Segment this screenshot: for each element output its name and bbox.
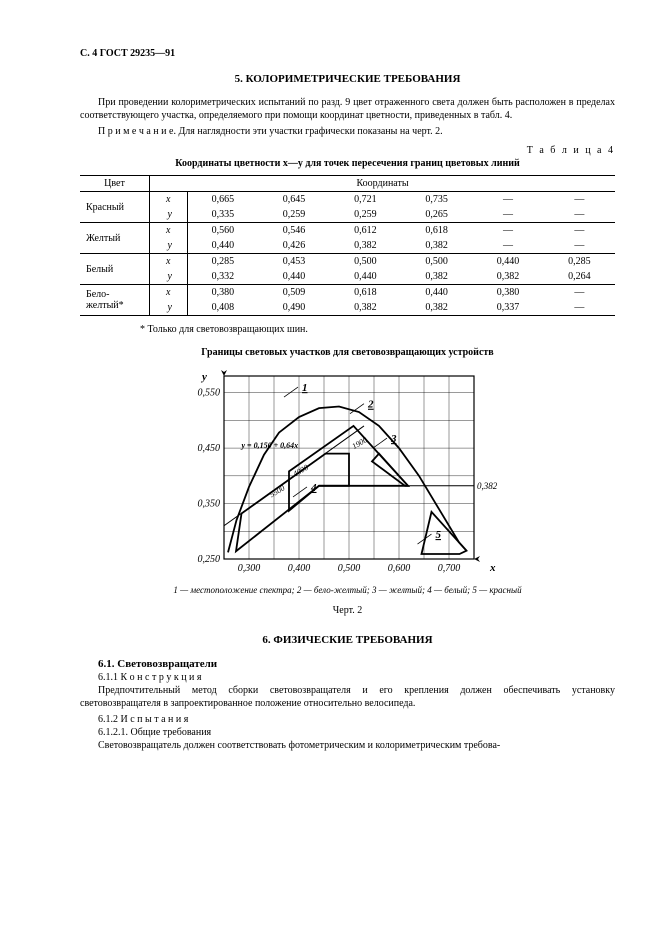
- section6-title: 6. ФИЗИЧЕСКИЕ ТРЕБОВАНИЯ: [80, 634, 615, 646]
- note-text: Для наглядности эти участки графически п…: [176, 126, 443, 137]
- svg-text:x: x: [489, 562, 496, 574]
- svg-text:3: 3: [390, 433, 397, 445]
- chart: 0,300 0,400 0,500 0,600 0,700 0,250 0,350 0,450…: [188, 364, 508, 579]
- svg-text:0,250: 0,250: [197, 554, 220, 565]
- table-footnote: * Только для световозвращающих шин.: [140, 324, 615, 335]
- svg-text:1900: 1900: [350, 435, 368, 451]
- coord-table: Цвет Координаты Красныйx0,6650,6450,7210…: [80, 175, 615, 316]
- s6-1-2-label: 6.1.2 И с п ы т а н и я: [80, 714, 615, 725]
- note-label: П р и м е ч а н и е.: [98, 126, 176, 137]
- svg-text:0,700: 0,700: [437, 563, 460, 574]
- para5-1: При проведении колориметрических испытан…: [80, 97, 615, 122]
- th-color: Цвет: [80, 176, 150, 192]
- svg-text:0,600: 0,600: [387, 563, 410, 574]
- svg-text:0,350: 0,350: [197, 499, 220, 510]
- s6-1-1-text: Предпочтительный метод сборки световозвр…: [80, 685, 615, 710]
- svg-text:5: 5: [435, 529, 441, 541]
- svg-text:y: y: [200, 371, 207, 383]
- s6-1-2-label-text: 6.1.2 И с п ы т а н и я: [98, 714, 188, 725]
- svg-text:0,382: 0,382: [477, 481, 498, 491]
- svg-text:0,500: 0,500: [337, 563, 360, 574]
- svg-text:0,550: 0,550: [197, 388, 220, 399]
- chart-legend: 1 — местоположение спектра; 2 — бело-жел…: [80, 585, 615, 595]
- svg-text:0,300: 0,300: [237, 563, 260, 574]
- section5-title: 5. КОЛОРИМЕТРИЧЕСКИЕ ТРЕБОВАНИЯ: [80, 73, 615, 85]
- figure-number: Черт. 2: [80, 605, 615, 616]
- s6-1-1-label-text: 6.1.1 К о н с т р у к ц и я: [98, 672, 202, 683]
- svg-text:0,400: 0,400: [287, 563, 310, 574]
- table-title: Координаты цветности x—y для точек перес…: [80, 158, 615, 169]
- svg-text:5500: 5500: [268, 483, 286, 499]
- s6-1-2-1: 6.1.2.1. Общие требования: [80, 727, 615, 738]
- svg-text:2: 2: [367, 399, 374, 411]
- page-header: С. 4 ГОСТ 29235—91: [80, 48, 615, 59]
- svg-text:1: 1: [302, 382, 308, 394]
- svg-text:4: 4: [310, 482, 317, 494]
- figure-title: Границы световых участков для световозвр…: [80, 347, 615, 358]
- svg-text:y = 0,150 + 0,64x: y = 0,150 + 0,64x: [240, 441, 298, 450]
- th-coord: Координаты: [150, 176, 615, 192]
- s6-1-1-label: 6.1.1 К о н с т р у к ц и я: [80, 672, 615, 683]
- table-number: Т а б л и ц а 4: [80, 145, 615, 156]
- svg-text:4000: 4000: [291, 463, 309, 479]
- note: П р и м е ч а н и е. Для наглядности эти…: [80, 126, 615, 137]
- s6-1-2-1-text: Световозвращатель должен соответствовать…: [80, 740, 615, 753]
- s6-1: 6.1. Световозвращатели: [80, 658, 615, 670]
- svg-text:0,450: 0,450: [197, 443, 220, 454]
